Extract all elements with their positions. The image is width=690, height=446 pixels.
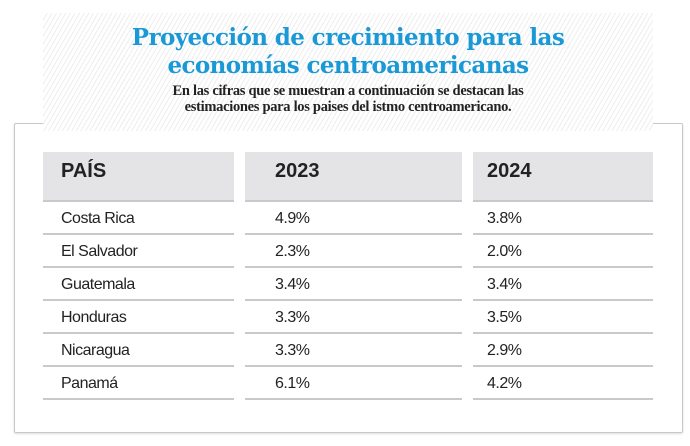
table-cell-country: Guatemala [43, 268, 234, 301]
table-cell-value-2023: 3.3% [245, 334, 462, 367]
table-cell-value-2023: 3.4% [245, 268, 462, 301]
title-background [43, 13, 653, 131]
column-header-country: PAÍS [43, 152, 234, 202]
table-cell-value-2023: 2.3% [245, 235, 462, 268]
table-cell-value-2023: 3.3% [245, 301, 462, 334]
column-header-2024: 2024 [473, 152, 653, 202]
table-cell-value-2024: 3.4% [473, 268, 653, 301]
subtitle-line-1: En las cifras que se muestran a continua… [172, 83, 524, 99]
table-cell-value-2023: 6.1% [245, 367, 462, 400]
subtitle: En las cifras que se muestran a continua… [43, 83, 653, 115]
column-header-2023: 2023 [245, 152, 462, 202]
table-cell-country: Costa Rica [43, 202, 234, 235]
table-cell-country: Panamá [43, 367, 234, 400]
table-cell-value-2024: 2.0% [473, 235, 653, 268]
table-cell-country: Nicaragua [43, 334, 234, 367]
table-cell-value-2024: 4.2% [473, 367, 653, 400]
page-title: Proyección de crecimiento para las econo… [43, 24, 653, 80]
table-cell-value-2024: 2.9% [473, 334, 653, 367]
table-cell-country: Honduras [43, 301, 234, 334]
table-cell-country: El Salvador [43, 235, 234, 268]
title-line-2: economías centroamericanas [167, 52, 529, 79]
table-cell-value-2023: 4.9% [245, 202, 462, 235]
subtitle-line-2: estimaciones para los paises del istmo c… [184, 99, 512, 115]
title-line-1: Proyección de crecimiento para las [131, 24, 565, 51]
table-cell-value-2024: 3.8% [473, 202, 653, 235]
table-cell-value-2024: 3.5% [473, 301, 653, 334]
